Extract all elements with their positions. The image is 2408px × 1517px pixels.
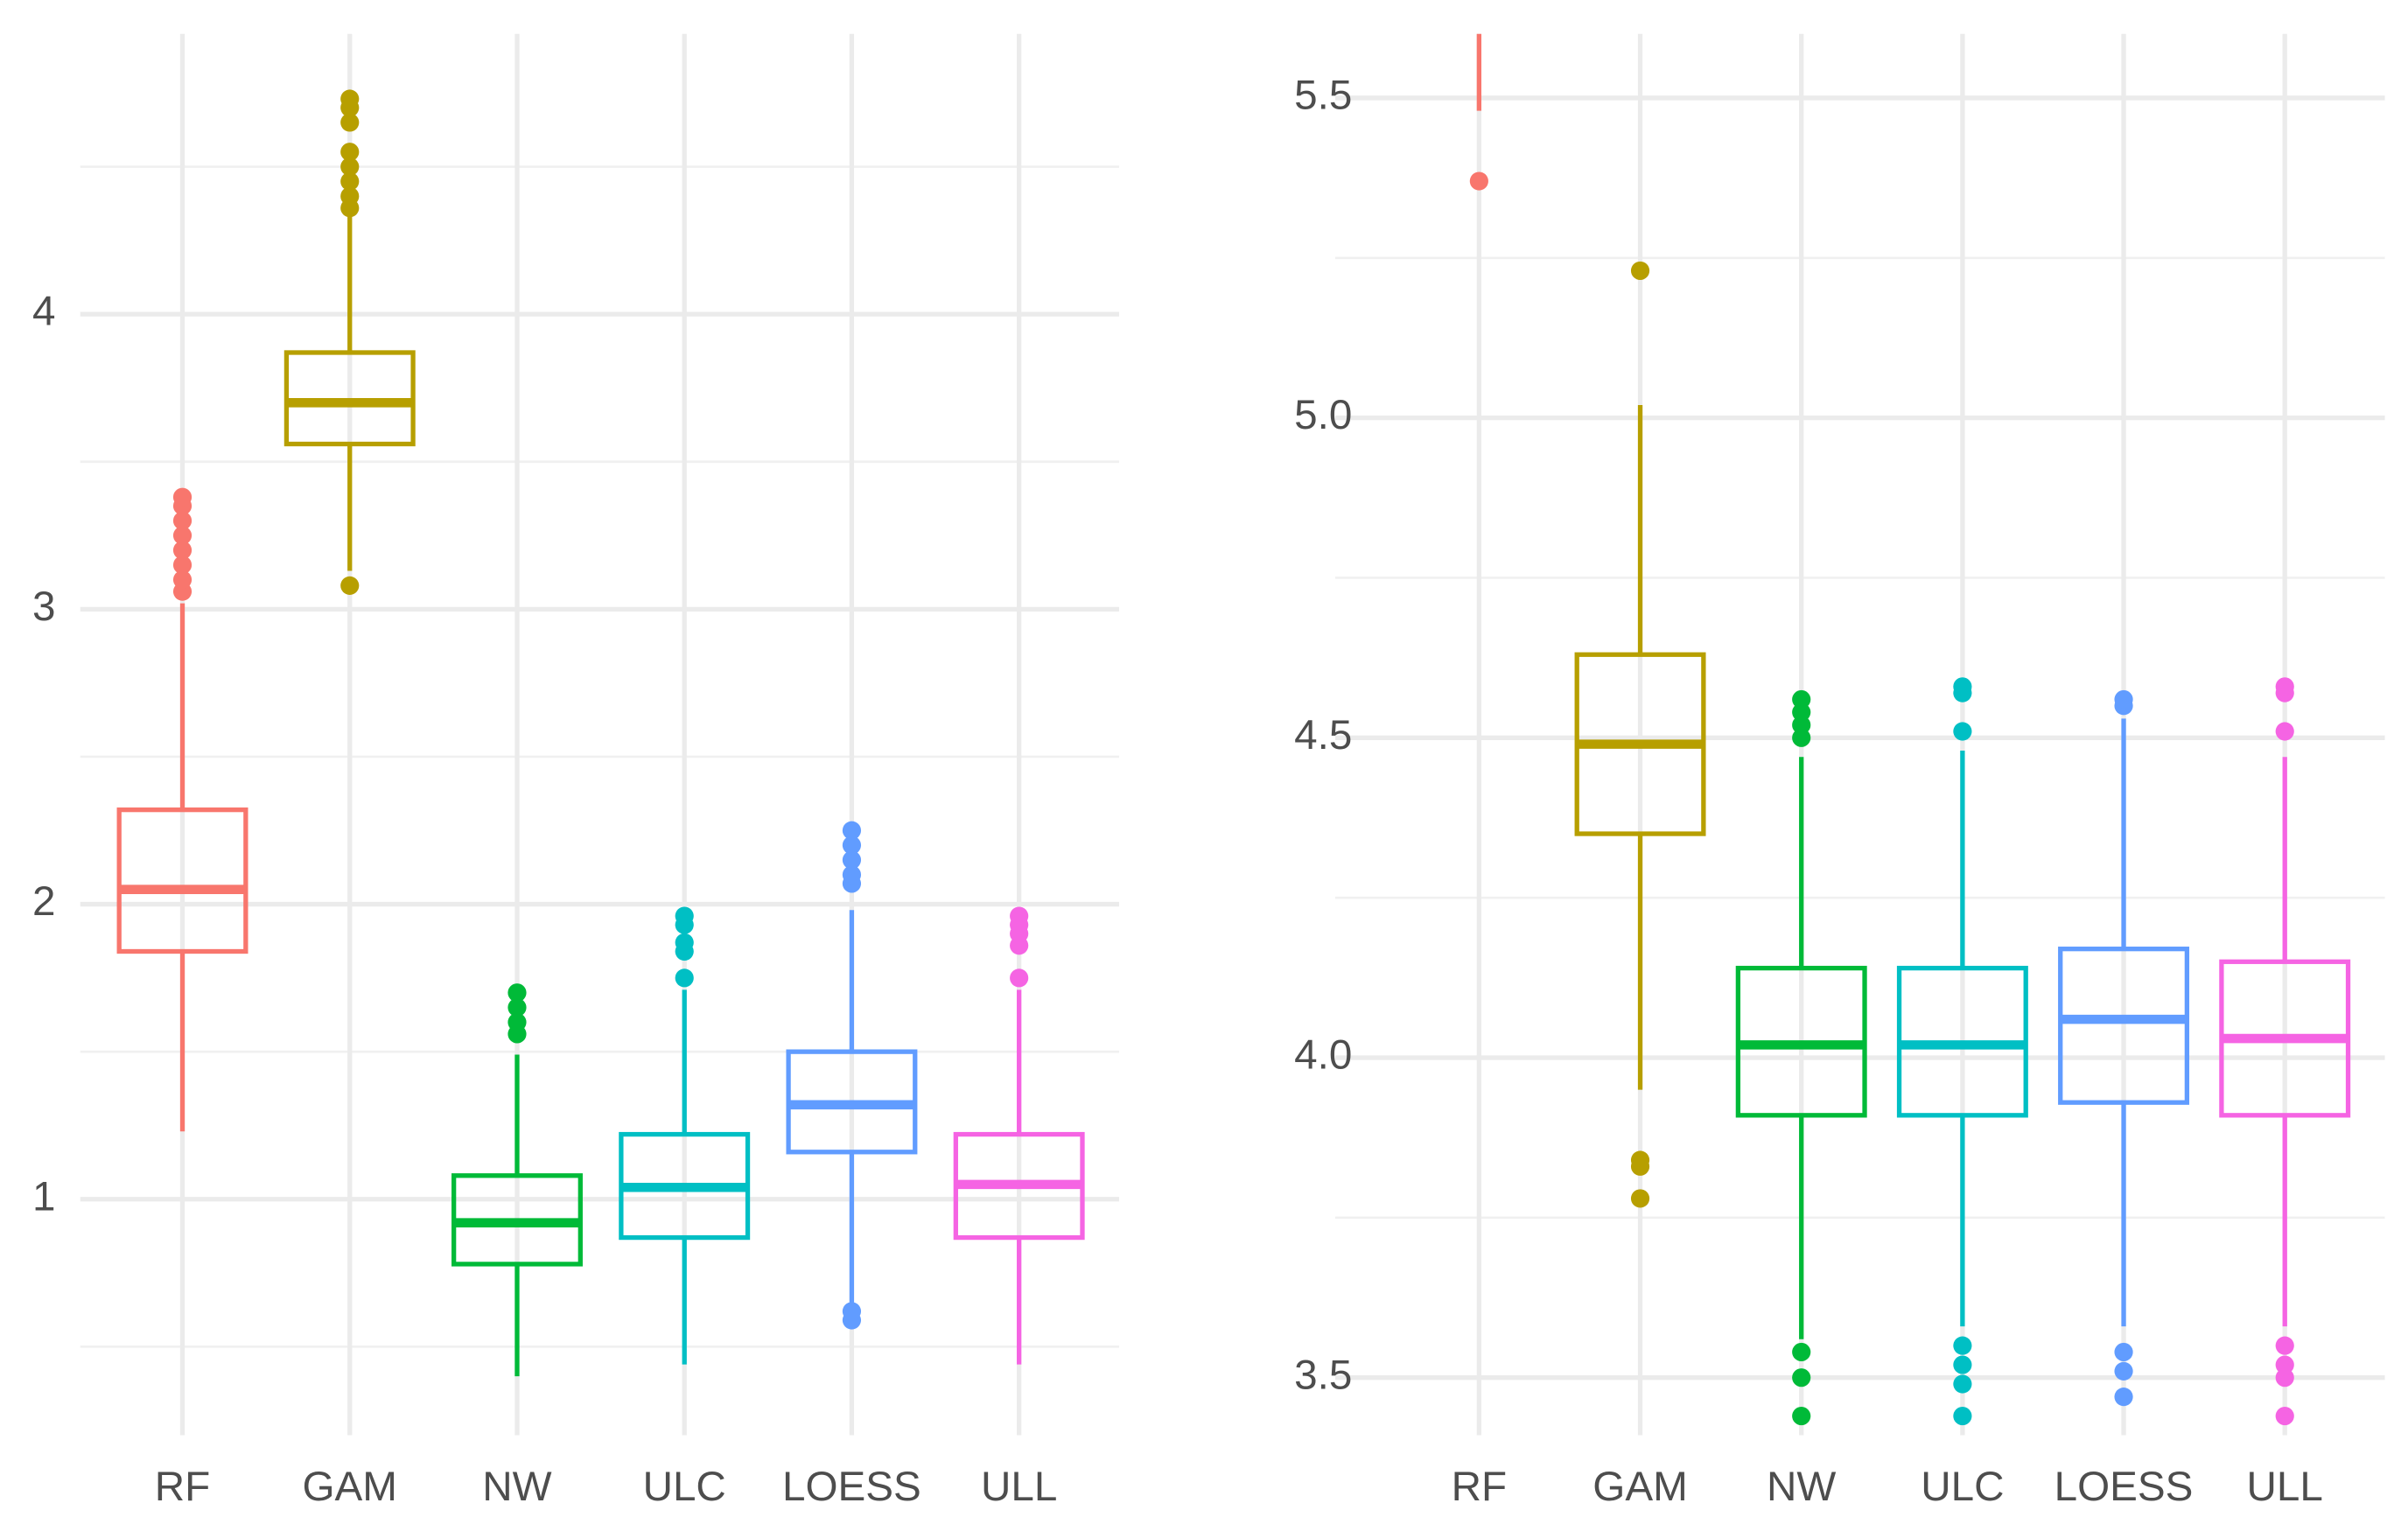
outlier: [1953, 677, 1972, 696]
outlier: [1953, 1336, 1972, 1355]
x-tick-label: ULC: [643, 1464, 726, 1510]
y-tick-label: 5.0: [1294, 392, 1352, 438]
outlier: [2275, 1368, 2294, 1388]
outlier: [2114, 1361, 2133, 1381]
x-tick-label: LOESS: [782, 1464, 921, 1510]
y-tick-label: 4.5: [1294, 712, 1352, 758]
y-tick-label: 5.5: [1294, 73, 1352, 119]
outlier: [1953, 1355, 1972, 1374]
outlier: [2114, 1342, 2133, 1362]
outlier: [2275, 722, 2294, 741]
outlier: [508, 983, 527, 1003]
x-tick-label: ULC: [1921, 1464, 2004, 1510]
x-tick-label: ULL: [2247, 1464, 2323, 1510]
outlier: [172, 541, 192, 560]
outlier: [508, 997, 527, 1017]
outlier: [1469, 171, 1488, 191]
y-tick-label: 1: [32, 1173, 55, 1220]
outlier: [1792, 1406, 1811, 1426]
outlier: [172, 570, 192, 590]
x-tick-label: NW: [1767, 1464, 1836, 1510]
outlier: [2275, 1355, 2294, 1374]
outlier: [1953, 1406, 1972, 1426]
outlier: [1792, 728, 1811, 747]
outlier: [508, 1012, 527, 1032]
x-tick-label: LOESS: [2054, 1464, 2194, 1510]
outlier: [842, 835, 862, 855]
y-tick-label: 3.5: [1294, 1352, 1352, 1398]
outlier: [1630, 1150, 1650, 1170]
outlier: [842, 865, 862, 884]
outlier: [1010, 906, 1029, 926]
outlier: [675, 968, 694, 988]
outlier: [1630, 1189, 1650, 1208]
outlier: [842, 850, 862, 870]
outlier: [172, 526, 192, 545]
outlier: [2114, 1388, 2133, 1407]
outlier: [675, 933, 694, 952]
y-tick-label: 3: [32, 584, 55, 630]
outlier: [842, 821, 862, 840]
outlier: [2275, 1336, 2294, 1355]
outlier: [1792, 716, 1811, 735]
outlier: [675, 906, 694, 926]
x-tick-label: RF: [155, 1464, 210, 1510]
outlier: [1953, 1374, 1972, 1394]
y-tick-label: 4: [32, 289, 55, 335]
outlier: [340, 89, 360, 108]
outlier: [340, 157, 360, 177]
outlier: [340, 143, 360, 162]
outlier: [1953, 722, 1972, 741]
x-tick-label: ULL: [981, 1464, 1057, 1510]
outlier: [1792, 1368, 1811, 1388]
outlier: [842, 1302, 862, 1321]
outlier: [340, 576, 360, 595]
y-tick-label: 2: [32, 878, 55, 925]
x-tick-label: RF: [1452, 1464, 1507, 1510]
x-tick-label: GAM: [303, 1464, 397, 1510]
outlier: [340, 171, 360, 191]
x-tick-label: NW: [482, 1464, 551, 1510]
x-tick-label: GAM: [1592, 1464, 1687, 1510]
outlier: [340, 186, 360, 206]
outlier: [1792, 703, 1811, 722]
outlier: [1630, 261, 1650, 280]
outlier: [172, 511, 192, 530]
outlier: [2275, 1406, 2294, 1426]
outlier: [172, 487, 192, 507]
outlier: [1792, 1342, 1811, 1362]
box: [116, 807, 248, 954]
outlier: [2114, 689, 2133, 710]
outlier: [2275, 677, 2294, 696]
outlier: [172, 556, 192, 575]
outlier: [1792, 689, 1811, 710]
y-tick-label: 4.0: [1294, 1032, 1352, 1079]
outlier: [340, 113, 360, 132]
outlier: [1010, 968, 1029, 988]
box: [2058, 947, 2190, 1105]
